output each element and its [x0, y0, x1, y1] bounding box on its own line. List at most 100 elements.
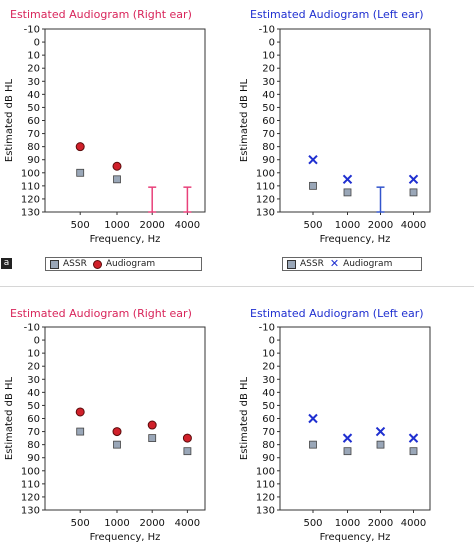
audiogram-point [75, 142, 85, 152]
assr-square-icon [50, 259, 59, 269]
assr-point [343, 447, 352, 456]
x-tick-label: 4000 [401, 220, 426, 231]
y-tick-label: 0 [269, 336, 275, 347]
audiogram-point [182, 433, 192, 443]
audiogram-point [308, 155, 318, 165]
y-tick-label: 50 [27, 401, 40, 412]
audiogram-point [375, 426, 386, 437]
assr-point [148, 434, 157, 443]
legend-item-assr: ASSR [287, 259, 324, 269]
plot-area [279, 28, 431, 213]
x-axis-label: Frequency, Hz [90, 234, 161, 245]
y-tick-label: 90 [27, 155, 40, 166]
x-tick-label: 1000 [335, 220, 360, 231]
y-tick-label: 130 [256, 208, 275, 219]
x-tick-label: 4000 [401, 518, 426, 529]
x-tick-label: 1000 [104, 220, 129, 231]
y-tick-label: 110 [256, 479, 275, 490]
y-tick-label: 80 [262, 440, 275, 451]
assr-point [376, 440, 385, 449]
y-tick-label: 40 [27, 388, 40, 399]
y-tick-label: 80 [27, 142, 40, 153]
y-tick-label: 100 [21, 466, 40, 477]
assr-point [113, 440, 121, 449]
y-tick-label: -10 [24, 323, 40, 334]
plot-area [44, 326, 206, 511]
legend-item-audiogram: Audiogram [92, 259, 155, 269]
x-tick-label: 2000 [139, 220, 164, 231]
y-tick-label: 0 [34, 336, 40, 347]
y-tick-label: 90 [262, 453, 275, 464]
y-axis-label: Estimated dB HL [239, 376, 250, 460]
chart-title: Estimated Audiogram (Left ear) [250, 307, 424, 320]
chart-title: Estimated Audiogram (Right ear) [10, 307, 192, 320]
y-tick-label: 100 [256, 168, 275, 179]
y-tick-label: -10 [259, 323, 275, 334]
y-tick-label: 30 [27, 77, 40, 88]
y-tick-label: 20 [27, 64, 40, 75]
y-tick-label: 70 [27, 129, 40, 140]
y-tick-label: 70 [262, 129, 275, 140]
y-tick-label: -10 [24, 25, 40, 36]
y-tick-label: 20 [262, 64, 275, 75]
y-tick-label: 120 [21, 194, 40, 205]
figure-letter: a [1, 258, 12, 269]
audiogram-point [308, 413, 318, 424]
legend-right: ASSR Audiogram [45, 257, 202, 271]
chart-title: Estimated Audiogram (Right ear) [10, 8, 192, 21]
audiogram-point [112, 161, 122, 171]
y-tick-label: 120 [256, 194, 275, 205]
assr-point [409, 188, 418, 197]
audiogram-point [147, 420, 157, 430]
audiogram-dot-icon [92, 259, 102, 269]
x-tick-label: 1000 [104, 518, 129, 529]
y-tick-label: 130 [21, 506, 40, 517]
y-tick-label: 50 [27, 103, 40, 114]
assr-point [76, 168, 85, 177]
y-tick-label: 0 [269, 38, 275, 49]
y-tick-label: 10 [262, 349, 275, 360]
y-tick-label: 60 [262, 116, 275, 127]
y-tick-label: 30 [262, 375, 275, 386]
y-tick-label: 60 [27, 414, 40, 425]
y-axis-label: Estimated dB HL [4, 78, 15, 162]
x-tick-label: 1000 [335, 518, 360, 529]
x-tick-label: 500 [303, 518, 322, 529]
x-axis-label: Frequency, Hz [90, 532, 161, 543]
y-tick-label: 70 [262, 427, 275, 438]
y-tick-label: 10 [27, 349, 40, 360]
y-tick-label: 60 [27, 116, 40, 127]
assr-point [113, 175, 121, 184]
y-tick-label: 120 [256, 492, 275, 503]
y-tick-label: 50 [262, 401, 275, 412]
legend-item-assr: ASSR [50, 259, 87, 269]
audiogram-point [408, 174, 419, 185]
y-tick-label: 50 [262, 103, 275, 114]
panel-divider [0, 286, 474, 287]
plot-area [279, 326, 431, 511]
y-tick-label: 10 [27, 51, 40, 62]
plot-area [44, 28, 206, 213]
y-tick-label: 20 [27, 362, 40, 373]
audiogram-point [112, 427, 122, 437]
audiogram-point [342, 174, 353, 185]
y-tick-label: 80 [262, 142, 275, 153]
assr-point [183, 447, 192, 456]
y-tick-label: 20 [262, 362, 275, 373]
x-tick-label: 4000 [175, 220, 200, 231]
y-tick-label: 90 [262, 155, 275, 166]
assr-point [309, 440, 317, 449]
audiogram-point [75, 407, 85, 417]
y-tick-label: 60 [262, 414, 275, 425]
y-tick-label: 90 [27, 453, 40, 464]
y-tick-label: 100 [21, 168, 40, 179]
y-tick-label: 40 [27, 90, 40, 101]
y-tick-label: 0 [34, 38, 40, 49]
y-tick-label: 110 [256, 181, 275, 192]
legend-item-audiogram: ✕ Audiogram [329, 257, 393, 270]
y-tick-label: 10 [262, 51, 275, 62]
assr-point [343, 188, 352, 197]
audiogram-point [342, 433, 353, 443]
x-tick-label: 2000 [368, 220, 393, 231]
